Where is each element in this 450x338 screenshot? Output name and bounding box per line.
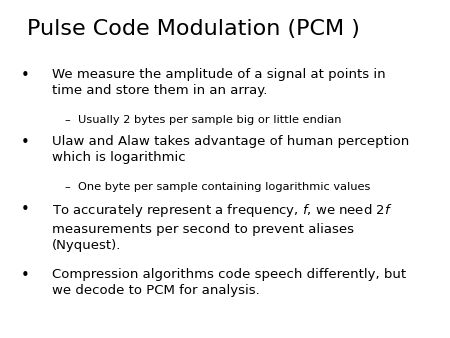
Text: To accurately represent a frequency, $f$, we need 2$f$
measurements per second t: To accurately represent a frequency, $f$… — [52, 202, 392, 252]
Text: •: • — [20, 68, 29, 82]
Text: –  Usually 2 bytes per sample big or little endian: – Usually 2 bytes per sample big or litt… — [65, 115, 342, 125]
Text: Compression algorithms code speech differently, but
we decode to PCM for analysi: Compression algorithms code speech diffe… — [52, 268, 406, 297]
Text: Ulaw and Alaw takes advantage of human perception
which is logarithmic: Ulaw and Alaw takes advantage of human p… — [52, 135, 409, 164]
Text: –  One byte per sample containing logarithmic values: – One byte per sample containing logarit… — [65, 182, 371, 192]
Text: •: • — [20, 268, 29, 283]
Text: •: • — [20, 135, 29, 150]
Text: Pulse Code Modulation (PCM ): Pulse Code Modulation (PCM ) — [27, 19, 360, 39]
Text: •: • — [20, 202, 29, 217]
Text: We measure the amplitude of a signal at points in
time and store them in an arra: We measure the amplitude of a signal at … — [52, 68, 385, 97]
